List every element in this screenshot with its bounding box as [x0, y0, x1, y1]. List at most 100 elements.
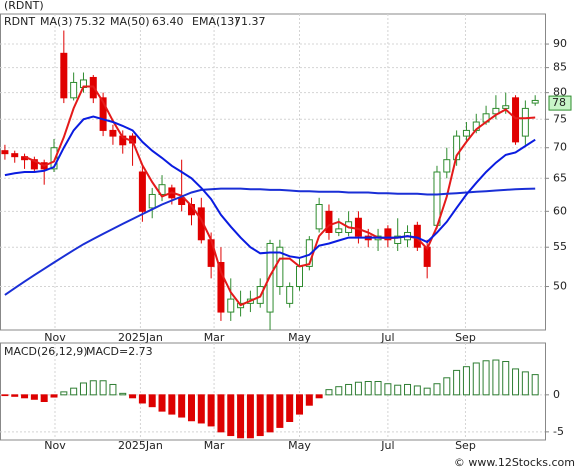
x-tick-label: May	[288, 331, 311, 344]
macd-title: MACD(26,12,9)	[4, 345, 88, 358]
macd-bar	[512, 368, 520, 396]
candle-body	[276, 246, 284, 288]
legend-value: 63.40	[152, 15, 184, 28]
macd-bar	[364, 381, 372, 396]
macd-bar	[158, 394, 166, 412]
macd-bar	[502, 361, 510, 396]
macd-bar	[256, 394, 264, 437]
x-tick-label: Mar	[204, 331, 225, 344]
candle-body	[443, 159, 451, 173]
legend-name: MA(3)	[40, 15, 73, 28]
macd-bar	[482, 360, 490, 396]
ma-line	[4, 187, 536, 296]
x-tick-label: May	[288, 439, 311, 452]
candle-body	[158, 184, 166, 195]
macd-bar	[197, 394, 205, 424]
legend-name: EMA(13)	[192, 15, 239, 28]
macd-bar	[276, 394, 284, 428]
y-tick-label: 80	[553, 86, 567, 99]
y-tick-label: 70	[553, 141, 567, 154]
candle-body	[50, 147, 58, 170]
macd-bar	[296, 394, 304, 415]
macd-bar	[521, 371, 529, 396]
y-tick-label: 55	[553, 240, 567, 253]
y-tick-label: 50	[553, 280, 567, 293]
candle-body	[335, 228, 343, 233]
panel-frame	[0, 342, 546, 441]
price-tag-box	[548, 95, 572, 111]
macd-bar	[119, 392, 127, 396]
legend-name: MA(50)	[110, 15, 150, 28]
candle-body	[502, 105, 510, 109]
macd-bar	[443, 377, 451, 396]
candle-body	[354, 217, 362, 237]
macd-bar	[315, 394, 323, 399]
macd-bar	[40, 394, 48, 402]
footer: © www.12Stocks.com	[454, 456, 575, 469]
panel-frame	[0, 13, 546, 331]
macd-bar	[30, 394, 38, 400]
macd-bar	[305, 394, 313, 406]
macd-bar	[217, 394, 225, 433]
macd-bar	[404, 383, 412, 396]
x-tick-label: Sep	[455, 439, 476, 452]
candle-body	[512, 97, 520, 143]
x-tick-label: Nov	[44, 439, 66, 452]
candle-body	[394, 235, 402, 244]
candle-body	[531, 99, 539, 104]
macd-bar	[325, 389, 333, 396]
y-tick-label: -5	[553, 425, 564, 438]
macd-bar	[129, 394, 137, 399]
macd-bar	[21, 394, 29, 399]
y-tick-label: 0	[553, 388, 560, 401]
candle-body	[60, 52, 68, 99]
chart-title: (RDNT)	[4, 0, 44, 12]
macd-bar	[413, 385, 421, 396]
macd-bar	[11, 394, 19, 397]
x-tick-label: Jul	[380, 331, 394, 344]
macd-bar	[138, 394, 146, 404]
candle-body	[227, 298, 235, 313]
legend-value: 71.37	[234, 15, 266, 28]
macd-bar	[394, 384, 402, 396]
y-tick-label: 60	[553, 204, 567, 217]
ma-line	[4, 115, 536, 259]
candle-body	[178, 197, 186, 206]
legend-value: 75.32	[74, 15, 106, 28]
x-tick-label: Jul	[380, 439, 394, 452]
candle-body	[384, 228, 392, 241]
macd-bar	[266, 394, 274, 433]
y-tick-label: 65	[553, 171, 567, 184]
x-tick-label: Mar	[204, 439, 225, 452]
macd-bar	[207, 394, 215, 427]
candle-body	[217, 261, 225, 313]
ma-line	[24, 85, 536, 307]
macd-bar	[354, 381, 362, 396]
candle-body	[99, 97, 107, 131]
macd-bar	[50, 394, 58, 398]
candle-body	[109, 129, 117, 137]
macd-bar	[433, 383, 441, 396]
macd-bar	[462, 366, 470, 396]
y-tick-label: 85	[553, 61, 567, 74]
macd-bar	[286, 394, 294, 422]
candle-body	[1, 150, 9, 155]
candle-body	[286, 286, 294, 304]
macd-bar	[99, 380, 107, 396]
macd-bar	[187, 394, 195, 422]
macd-bar	[60, 391, 68, 396]
macd-bar	[492, 359, 500, 396]
y-tick-label: 75	[553, 112, 567, 125]
macd-bar	[227, 394, 235, 437]
macd-bar	[109, 383, 117, 396]
candle-body	[315, 204, 323, 230]
x-tick-label: Sep	[455, 331, 476, 344]
macd-bar	[335, 386, 343, 396]
macd-bar	[374, 381, 382, 396]
macd-bar	[423, 387, 431, 396]
x-tick-label: 2025Jan	[118, 331, 163, 344]
macd-bar	[148, 394, 156, 408]
macd-bar	[246, 394, 254, 439]
macd-bar	[168, 394, 176, 415]
